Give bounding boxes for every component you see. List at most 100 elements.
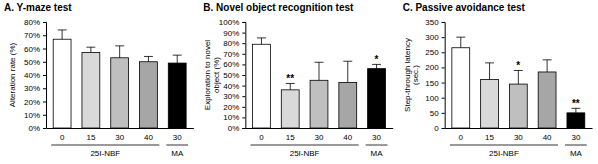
plot: 050100150200250300350015304030***25I-NBF…	[425, 18, 592, 158]
y-tick-label: 150	[425, 79, 439, 88]
group-label: 25I-NBF	[489, 149, 519, 158]
y-tick-label: 100%	[219, 18, 239, 27]
y-tick: 0%	[228, 124, 246, 133]
y-tick: 80%	[223, 39, 245, 48]
bar	[140, 62, 158, 128]
x-tick: 40	[543, 133, 552, 142]
x-axis-line	[246, 128, 393, 129]
x-tick: 30	[315, 133, 324, 142]
y-tick-mark	[442, 52, 445, 53]
x-tick-label: 0	[459, 133, 464, 142]
y-tick-label: 300	[425, 33, 439, 42]
y-tick-mark	[43, 115, 46, 116]
x-tick-label: 40	[343, 133, 352, 142]
y-tick-label: 50%	[223, 71, 239, 80]
x-axis: 015304030	[47, 129, 194, 142]
significance: **	[286, 73, 294, 84]
y-tick-mark	[43, 128, 46, 129]
x-tick: 0	[459, 133, 464, 142]
group-label: 25I-NBF	[90, 149, 120, 158]
x-tick-label: 30	[514, 133, 523, 142]
y-axis-line	[43, 23, 47, 129]
y-tick-label: 0%	[228, 124, 240, 133]
x-tick: 15	[86, 133, 95, 142]
y-tick: 300	[425, 33, 444, 42]
x-tick: 15	[286, 133, 295, 142]
y-tick: 250	[425, 48, 444, 57]
y-tick-mark	[43, 62, 46, 63]
y-tick-label: 50%	[24, 58, 40, 67]
x-tick-label: 15	[485, 133, 494, 142]
error-bar	[173, 55, 182, 63]
y-tick-label: 70%	[223, 50, 239, 59]
marks	[53, 30, 186, 128]
x-tick: 30	[372, 133, 381, 142]
y-tick-label: 40%	[223, 82, 239, 91]
y-tick-mark	[43, 22, 46, 23]
y-axis-title: Exploration to novelobject (%)	[203, 40, 221, 110]
panel: B. Novel object recognition test0%10%20%…	[203, 2, 393, 158]
y-tick-mark	[442, 113, 445, 114]
y-tick-mark	[242, 117, 245, 118]
y-tick: 50%	[223, 71, 245, 80]
error-bar	[144, 56, 153, 61]
error-bar	[58, 30, 67, 39]
x-tick-label: 30	[372, 133, 381, 142]
bar	[509, 84, 527, 128]
y-tick: 100%	[219, 18, 245, 27]
y-tick-label: 10%	[24, 111, 40, 120]
group-label: MA	[171, 149, 184, 158]
x-axis-line	[47, 128, 194, 129]
y-tick-label: 50	[430, 109, 439, 118]
title: B. Novel object recognition test	[203, 2, 354, 13]
y-tick-mark	[43, 49, 46, 50]
y-tick: 60%	[223, 60, 245, 69]
bar	[53, 39, 71, 128]
y-tick-label: 250	[425, 48, 439, 57]
bar	[452, 48, 470, 128]
marks	[452, 37, 585, 128]
x-tick: 40	[144, 133, 153, 142]
x-tick: 40	[343, 133, 352, 142]
group-line	[51, 145, 159, 146]
group-line	[450, 145, 558, 146]
y-tick: 50	[430, 109, 445, 118]
y-tick-label: 80%	[24, 18, 40, 27]
title: C. Passive avoidance test	[403, 2, 526, 13]
x-tick-label: 30	[315, 133, 324, 142]
bar	[253, 44, 271, 128]
y-tick-label: 350	[425, 18, 439, 27]
x-tick-label: 40	[543, 133, 552, 142]
error-bar	[86, 47, 95, 52]
y-tick-label: 20%	[24, 98, 40, 107]
y-tick-label: 40%	[24, 71, 40, 80]
x-axis-line	[445, 128, 592, 129]
y-tick: 40%	[24, 71, 46, 80]
y-tick-label: 70%	[24, 31, 40, 40]
y-tick-label: 20%	[223, 103, 239, 112]
y-tick-label: 30%	[24, 84, 40, 93]
bar	[368, 69, 386, 128]
y-tick-label: 90%	[223, 29, 239, 38]
group-line	[166, 145, 188, 146]
x-tick: 30	[115, 133, 124, 142]
y-tick: 40%	[223, 82, 245, 91]
y-tick-mark	[43, 35, 46, 36]
x-tick-label: 15	[286, 133, 295, 142]
y-tick-mark	[43, 88, 46, 89]
y-axis: 050100150200250300350	[425, 18, 445, 133]
x-tick-label: 30	[115, 133, 124, 142]
y-axis: 0%10%20%30%40%50%60%70%80%90%100%	[219, 18, 246, 133]
bar	[538, 72, 556, 128]
bar	[481, 80, 499, 128]
y-tick-mark	[242, 107, 245, 108]
error-bar	[514, 70, 523, 84]
y-tick: 0	[434, 124, 444, 133]
plot: 0%10%20%30%40%50%60%70%80%01530403025I-N…	[24, 18, 194, 158]
y-tick: 20%	[24, 98, 46, 107]
x-tick-label: 40	[144, 133, 153, 142]
y-tick-mark	[242, 43, 245, 44]
x-tick-label: 30	[173, 133, 182, 142]
x-tick: 30	[173, 133, 182, 142]
y-tick-label: 60%	[223, 60, 239, 69]
